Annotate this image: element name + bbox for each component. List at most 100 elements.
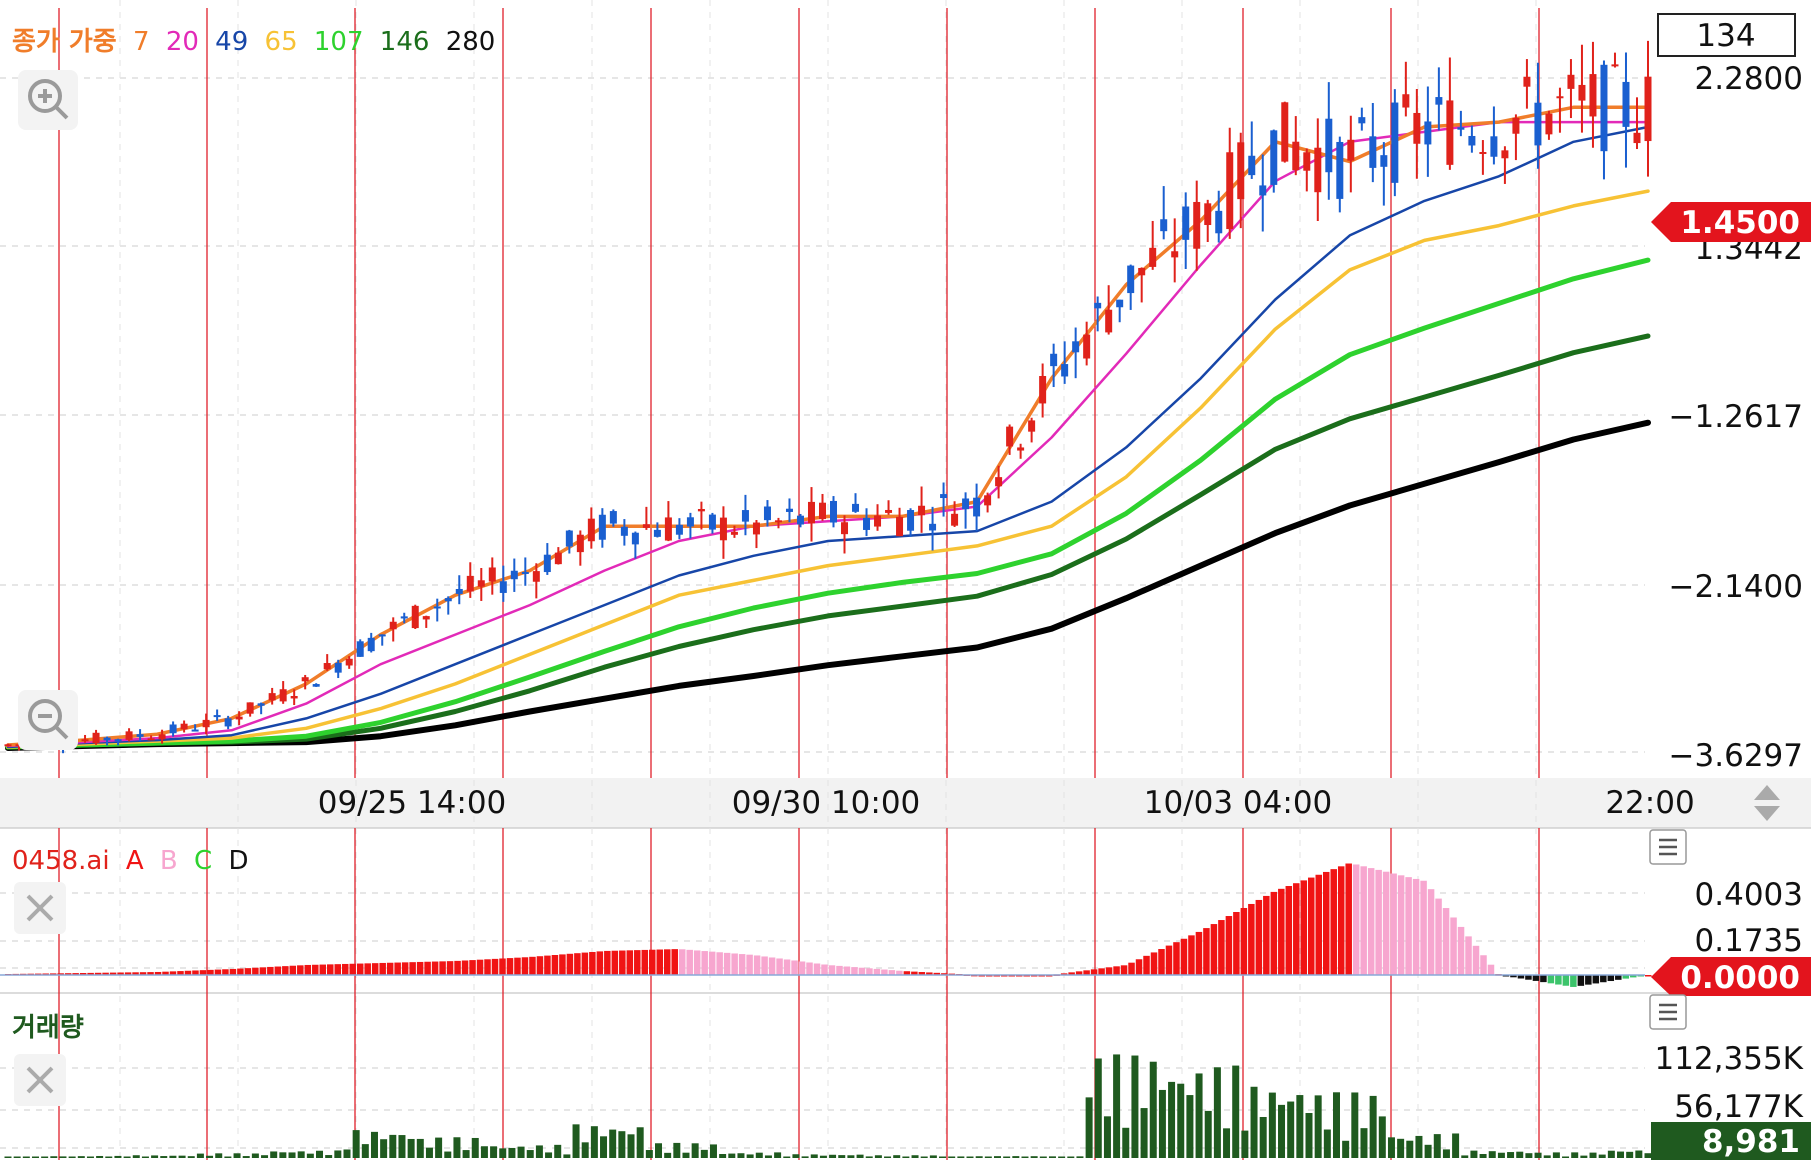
oscillator-bar bbox=[1210, 924, 1218, 975]
zoom-out-button[interactable] bbox=[18, 690, 78, 750]
oscillator-bar bbox=[559, 954, 566, 975]
oscillator-letter-d: D bbox=[228, 846, 248, 876]
legend-period-20: 20 bbox=[166, 27, 199, 57]
oscillator-bar bbox=[214, 969, 222, 975]
oscillator-bar bbox=[1555, 975, 1562, 985]
candle-body bbox=[224, 718, 232, 727]
top-counter: 134 bbox=[1696, 18, 1755, 54]
oscillator-bar bbox=[678, 949, 686, 975]
volume-bar bbox=[1470, 1150, 1478, 1158]
volume-bar bbox=[325, 1155, 333, 1158]
candle-body bbox=[1182, 206, 1190, 240]
candle-body bbox=[1633, 132, 1641, 144]
oscillator-bar bbox=[184, 970, 192, 975]
volume-bar bbox=[1598, 1154, 1606, 1158]
candle-body bbox=[587, 518, 595, 542]
candle-body bbox=[609, 511, 617, 524]
candle-body bbox=[169, 724, 177, 734]
oscillator-value-tag: 0.0000 bbox=[1651, 957, 1811, 996]
volume-bar bbox=[746, 1154, 754, 1158]
volume-bar bbox=[151, 1155, 159, 1158]
volume-bar bbox=[645, 1150, 653, 1158]
candle-body bbox=[1622, 81, 1630, 127]
oscillator-bar bbox=[327, 964, 334, 975]
candle-body bbox=[1380, 155, 1388, 167]
oscillator-bar bbox=[589, 951, 596, 975]
volume-bar bbox=[526, 1150, 534, 1158]
volume-title: 거래량 bbox=[12, 1013, 84, 1043]
oscillator-legend: 0458.ai A B C D bbox=[12, 846, 248, 876]
oscillator-bar bbox=[596, 951, 604, 975]
volume-bar bbox=[966, 1156, 974, 1158]
volume-close-button[interactable] bbox=[14, 1054, 66, 1106]
oscillator-bar bbox=[1165, 945, 1173, 975]
oscillator-bar bbox=[117, 972, 124, 975]
zoom-out-icon bbox=[28, 699, 69, 740]
oscillator-bar bbox=[1367, 868, 1375, 975]
oscillator-bar bbox=[79, 972, 87, 975]
volume-bar bbox=[352, 1130, 360, 1158]
oscillator-bar bbox=[454, 960, 461, 975]
candle-body bbox=[279, 689, 287, 702]
candle-body bbox=[1644, 76, 1652, 142]
oscillator-bar bbox=[1300, 880, 1308, 975]
oscillator-bar bbox=[162, 971, 169, 975]
volume-bar bbox=[911, 1155, 919, 1158]
candle-body bbox=[235, 716, 243, 720]
volume-menu-button[interactable] bbox=[1649, 994, 1687, 1030]
oscillator-close-button[interactable] bbox=[14, 882, 66, 934]
oscillator-bar bbox=[267, 966, 274, 975]
candle-body bbox=[191, 729, 199, 732]
scroll-arrows-button[interactable] bbox=[1754, 785, 1780, 821]
volume-bar bbox=[22, 1156, 30, 1158]
candle-body bbox=[301, 677, 309, 682]
candle-body bbox=[1292, 141, 1300, 171]
oscillator-bar bbox=[1630, 975, 1637, 978]
oscillator-bar bbox=[941, 973, 948, 975]
candle-body bbox=[1325, 118, 1333, 173]
candle-body bbox=[213, 715, 221, 718]
candle-body bbox=[1017, 447, 1025, 451]
date-axis-bg bbox=[0, 778, 1811, 828]
volume-bar bbox=[939, 1156, 947, 1158]
oscillator-bar bbox=[611, 950, 619, 975]
price-tick-1: 2.2800 bbox=[1695, 61, 1803, 97]
candle-body bbox=[1149, 247, 1157, 267]
candle-body bbox=[719, 517, 727, 541]
oscillator-bar bbox=[1622, 975, 1630, 979]
oscillator-bar bbox=[888, 970, 896, 975]
candle-body bbox=[741, 510, 749, 522]
oscillator-menu-button[interactable] bbox=[1649, 829, 1687, 865]
oscillator-bar bbox=[364, 963, 371, 975]
volume-bar bbox=[865, 1156, 873, 1158]
volume-bar bbox=[1607, 1150, 1615, 1158]
volume-bar bbox=[1223, 1128, 1231, 1158]
volume-bar bbox=[13, 1156, 21, 1158]
candle-body bbox=[466, 575, 474, 592]
volume-bar bbox=[1543, 1155, 1551, 1158]
oscillator-bar bbox=[1607, 975, 1615, 982]
oscillator-bar bbox=[1592, 975, 1600, 984]
candle-body bbox=[1490, 136, 1498, 157]
oscillator-bar bbox=[259, 967, 267, 975]
oscillator-bar bbox=[94, 972, 102, 975]
volume-bar bbox=[874, 1155, 882, 1158]
volume-bar bbox=[618, 1131, 626, 1158]
close-icon bbox=[26, 894, 54, 922]
zoom-in-button[interactable] bbox=[18, 70, 78, 130]
oscillator-bar bbox=[1308, 877, 1315, 975]
volume-bar bbox=[1626, 1151, 1634, 1158]
candle-body bbox=[686, 517, 694, 527]
oscillator-bar bbox=[1293, 883, 1300, 975]
oscillator-bar bbox=[1158, 949, 1165, 975]
candle-body bbox=[158, 734, 166, 740]
candle-body bbox=[752, 522, 760, 535]
oscillator-bar bbox=[42, 973, 49, 975]
oscillator-bar bbox=[289, 965, 297, 975]
oscillator-bar bbox=[1405, 877, 1412, 975]
candle-body bbox=[1314, 147, 1322, 193]
up-down-arrows-icon bbox=[1754, 785, 1780, 821]
oscillator-bar bbox=[1510, 975, 1517, 978]
candle-body bbox=[1281, 102, 1289, 162]
candle-body bbox=[1237, 142, 1245, 200]
